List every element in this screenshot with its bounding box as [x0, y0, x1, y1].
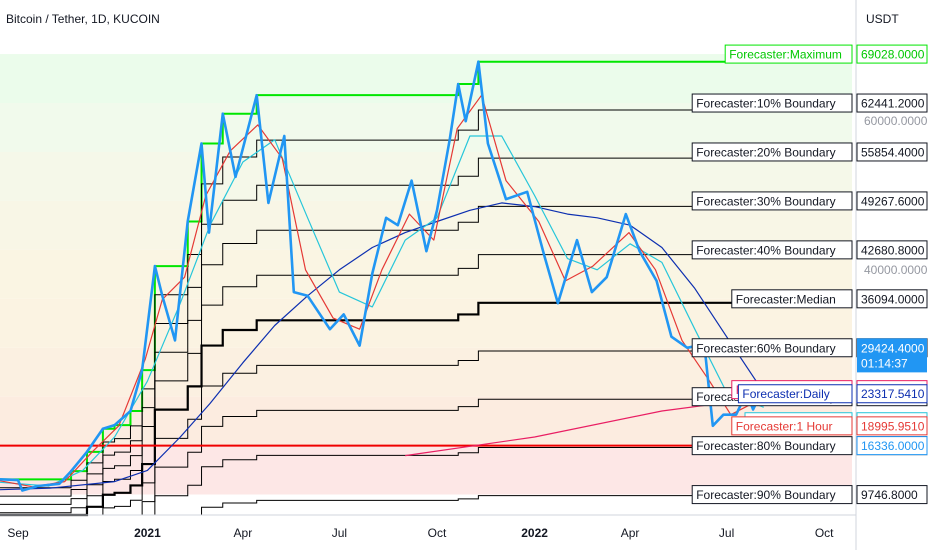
level-name-box — [691, 240, 853, 260]
zone-fill — [0, 494, 852, 515]
price-axis-label-box — [856, 142, 928, 162]
price-axis-label: 9746.8000 — [861, 488, 918, 502]
level-name-label: Forecaster:80% Boundary — [696, 439, 835, 453]
time-axis-tick: Oct — [428, 526, 447, 540]
price-axis-label: 42680.8000 — [861, 243, 925, 257]
time-axis-tick: 2021 — [134, 526, 161, 540]
level-name-box — [691, 338, 853, 358]
price-axis-label-box — [856, 191, 928, 211]
ma-line — [0, 202, 765, 491]
time-axis-tick: Sep — [7, 526, 29, 540]
level-name-box — [724, 44, 853, 64]
price-axis-label: 16336.0000 — [861, 439, 925, 453]
time-axis-tick: Apr — [234, 526, 253, 540]
level-name-label: Forecaster:30% Boundary — [696, 194, 835, 208]
price-axis-label-box — [856, 44, 928, 64]
level-name-label: Forecaster:40% Boundary — [696, 243, 835, 257]
current-price-countdown: 01:14:37 — [861, 356, 908, 370]
time-axis-tick: 2022 — [521, 526, 548, 540]
ma-line — [0, 135, 764, 487]
price-axis-label-box — [856, 436, 928, 456]
price-axis-label-box — [856, 416, 928, 436]
price-axis-label: 36094.0000 — [861, 292, 925, 306]
current-price-label: 29424.4000 — [861, 341, 925, 355]
price-axis-label: 62441.2000 — [861, 97, 925, 111]
level-line — [0, 350, 852, 516]
price-line — [0, 60, 765, 492]
price-axis-label: 55854.4000 — [861, 145, 925, 159]
price-axis-label: 18995.9510 — [861, 419, 925, 433]
price-axis-label: 49267.6000 — [861, 194, 925, 208]
level-name-label: Forecaster:20% Boundary — [696, 145, 835, 159]
level-name-box — [691, 485, 853, 505]
level-name-label: Forecaster:90% Boundary — [696, 488, 835, 502]
level-name-box — [691, 142, 853, 162]
current-price-box — [857, 338, 927, 373]
level-name-label: Forecaster:Maximum — [729, 48, 842, 62]
level-name-box — [691, 191, 853, 211]
price-axis-label: 69028.0000 — [861, 48, 925, 62]
price-axis-unit[interactable]: USDT — [866, 12, 899, 26]
level-name-label: Forecaster:1 Hour — [736, 419, 833, 433]
chart-title: Bitcoin / Tether, 1D, KUCOIN — [6, 12, 160, 26]
level-name-box — [731, 289, 853, 309]
price-axis-label-box — [856, 240, 928, 260]
price-axis-label-box — [856, 289, 928, 309]
level-name-box — [691, 436, 853, 456]
price-axis-label-box — [856, 485, 928, 505]
level-name-box — [691, 93, 853, 113]
time-axis-tick: Jul — [332, 526, 347, 540]
level-name-box — [731, 416, 853, 436]
level-name-label: Forecaster:60% Boundary — [696, 341, 835, 355]
level-name-label: Forecaster:Median — [736, 292, 836, 306]
level-line — [0, 301, 852, 517]
price-axis-tick: 40000.0000 — [864, 263, 928, 277]
price-axis-label: 23317.5410 — [861, 387, 925, 401]
price-axis-tick: 60000.0000 — [864, 114, 928, 128]
price-axis-label-box — [856, 93, 928, 113]
level-name-label: Forecaster:10% Boundary — [696, 97, 835, 111]
level-name-box — [737, 384, 853, 404]
price-axis-label-box — [856, 384, 928, 404]
time-axis-tick: Oct — [815, 526, 834, 540]
time-axis-tick: Apr — [621, 526, 640, 540]
time-axis-tick: Jul — [719, 526, 734, 540]
level-name-label: Forecaster:Daily — [742, 387, 829, 401]
